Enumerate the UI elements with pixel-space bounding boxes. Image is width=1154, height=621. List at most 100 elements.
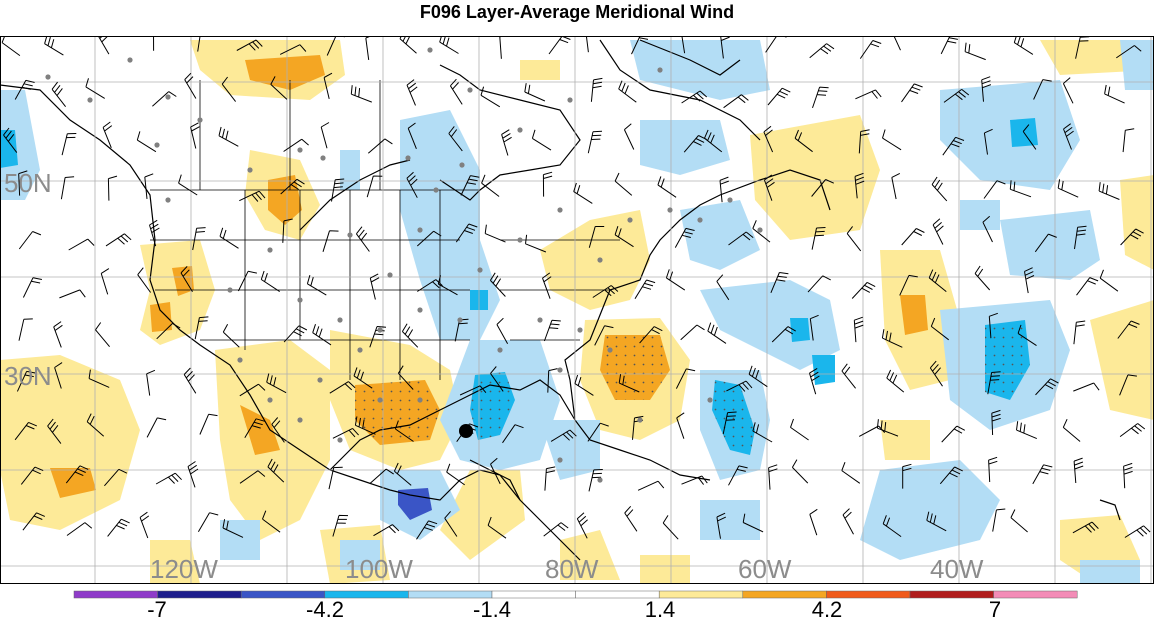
wind-barb — [104, 468, 128, 487]
wind-barb — [1098, 182, 1120, 200]
wind-barb — [86, 413, 105, 437]
station-dot — [297, 417, 303, 423]
wind-barb — [942, 136, 965, 156]
station-dot — [237, 357, 243, 363]
wind-barb — [542, 272, 552, 299]
negative-wind-shading-strongest — [398, 488, 432, 520]
wind-barb — [18, 318, 33, 341]
wind-barb — [901, 83, 923, 103]
wind-barb — [851, 281, 876, 299]
wind-barb — [369, 273, 380, 300]
wind-barb — [1057, 179, 1079, 198]
wind-barb — [459, 385, 487, 396]
wind-barb — [681, 90, 708, 104]
wind-barb — [675, 368, 696, 389]
wind-barb — [136, 131, 157, 153]
wind-barb — [1099, 269, 1119, 292]
wind-barb — [320, 122, 330, 149]
wind-barb — [460, 175, 480, 196]
wind-barb — [192, 227, 206, 251]
wind-barb — [484, 224, 506, 243]
significance-stippling — [355, 320, 1030, 455]
longitude-label-120w: 120W — [150, 554, 218, 584]
wind-barb — [266, 373, 287, 394]
wind-barb — [901, 228, 925, 246]
wind-barb — [178, 174, 198, 196]
wind-barb — [270, 76, 288, 100]
wind-barb — [61, 133, 77, 156]
wind-barb — [271, 417, 285, 443]
station-dot — [727, 197, 733, 203]
wind-barb — [929, 360, 943, 387]
wind-barb — [809, 314, 819, 341]
wind-barb — [369, 468, 394, 485]
wind-barb — [585, 36, 589, 53]
wind-barb — [332, 514, 349, 537]
wind-barb — [137, 267, 152, 293]
wind-barb — [1124, 525, 1151, 538]
wind-barb — [107, 175, 118, 201]
station-dot — [637, 417, 643, 423]
wind-barb — [446, 463, 465, 486]
station-dot — [427, 47, 433, 53]
station-dot — [297, 147, 303, 153]
wind-barb — [858, 129, 870, 154]
wind-barb — [631, 36, 650, 55]
wind-barb — [85, 78, 105, 99]
wind-barb — [3, 127, 18, 153]
station-dot — [757, 227, 763, 233]
wind-barb — [807, 275, 831, 293]
wind-barb — [1024, 267, 1035, 294]
wind-barb — [680, 324, 705, 341]
station-dot — [597, 477, 603, 483]
wind-barb — [891, 172, 901, 200]
station-dot — [197, 117, 203, 123]
station-dot — [267, 397, 273, 403]
wind-barb — [859, 40, 882, 59]
wind-barb — [614, 226, 634, 248]
wind-barb — [854, 172, 865, 199]
wind-barb — [1073, 457, 1084, 484]
wind-barb — [1062, 418, 1081, 442]
wind-barb — [139, 511, 150, 539]
wind-barb — [1072, 521, 1099, 534]
wind-barb — [587, 130, 603, 154]
colorbar-box — [993, 590, 1078, 599]
wind-barb — [100, 268, 110, 295]
wind-barb — [406, 79, 418, 106]
wind-barb — [573, 182, 593, 204]
wind-barb — [239, 190, 266, 202]
wind-barb — [809, 367, 820, 395]
wind-barb — [988, 312, 998, 339]
wind-barb — [1123, 462, 1133, 489]
wind-barb — [704, 129, 723, 153]
wind-barb — [444, 511, 458, 537]
wind-barb — [1032, 464, 1053, 485]
wind-barb — [812, 86, 829, 109]
wind-barb — [183, 367, 197, 394]
wind-barb — [1022, 124, 1037, 150]
wind-barb — [1016, 421, 1037, 440]
wind-barb — [618, 80, 637, 103]
station-dot — [577, 327, 583, 333]
wind-barb — [882, 515, 902, 538]
station-dot — [707, 397, 713, 403]
wind-barb — [550, 429, 577, 442]
wind-barb — [767, 87, 791, 106]
wind-barb — [1117, 320, 1140, 339]
wind-barb — [846, 226, 862, 252]
wind-barb — [674, 227, 695, 248]
wind-barb — [637, 480, 665, 491]
wind-barb — [842, 508, 854, 535]
wind-barb — [18, 231, 42, 250]
wind-barb — [366, 175, 383, 198]
wind-barb — [748, 365, 768, 388]
wind-barb — [322, 230, 339, 252]
station-dot — [627, 217, 633, 223]
latitude-label-50n: 50N — [4, 168, 52, 198]
wind-barb — [1104, 84, 1125, 104]
wind-barb — [902, 463, 912, 489]
wind-barb — [983, 180, 1006, 199]
station-dot — [557, 457, 563, 463]
